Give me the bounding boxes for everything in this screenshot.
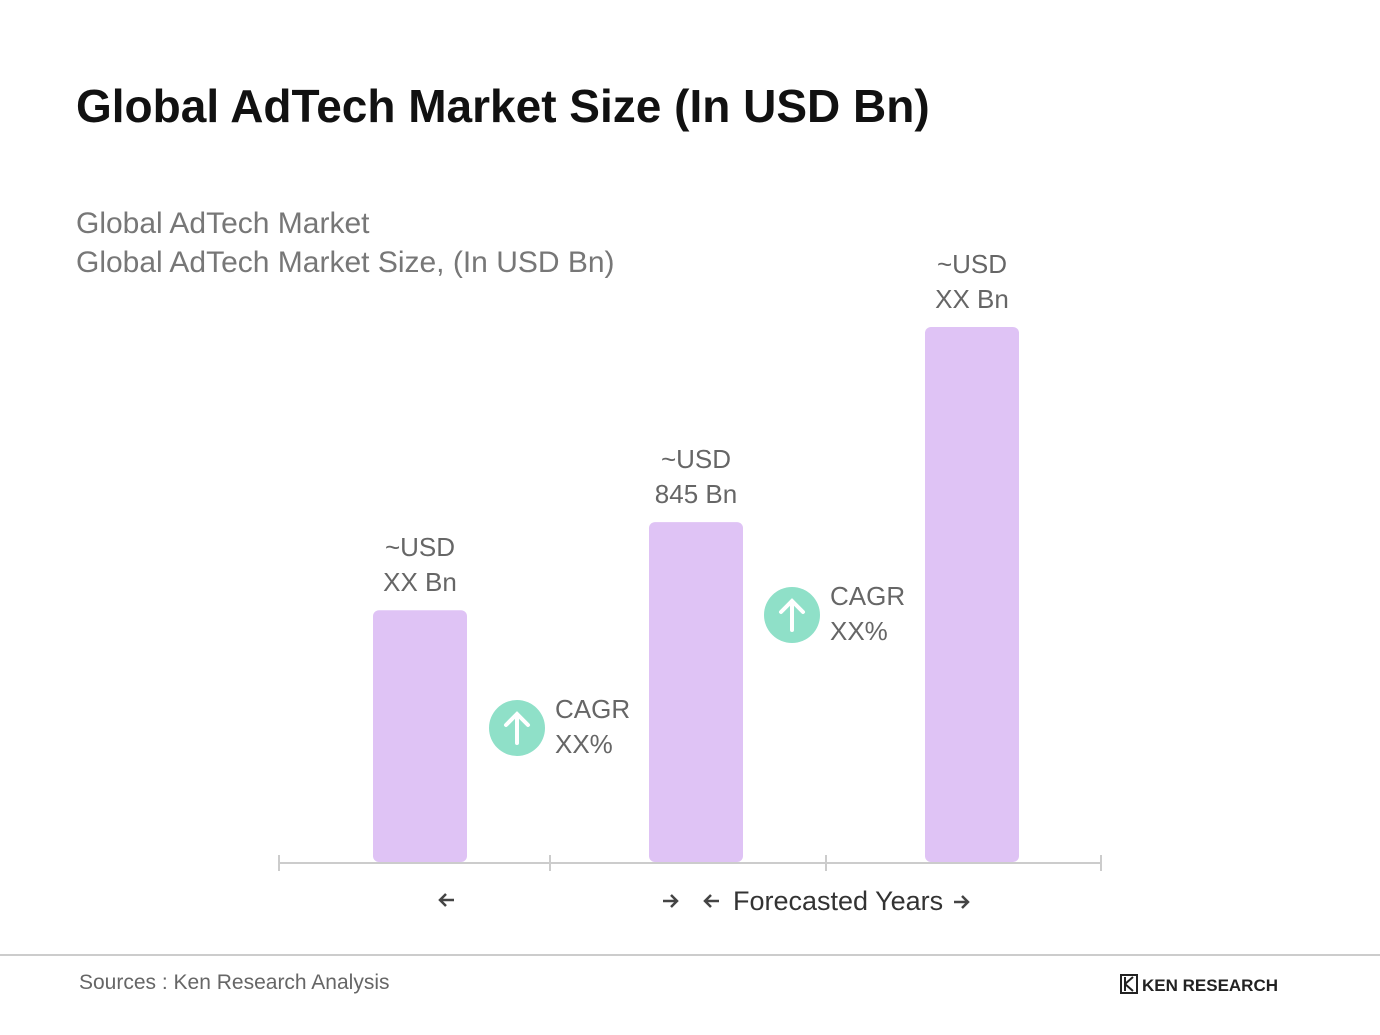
- value-label: ~USD XX Bn: [383, 532, 457, 598]
- subtitle: Global AdTech Market Size, (In USD Bn): [76, 246, 615, 279]
- brand: KEN RESEARCH: [1142, 976, 1278, 995]
- bar: [649, 522, 743, 862]
- arrows: [438, 893, 970, 909]
- cagr-label: CAGR XX%: [555, 694, 631, 759]
- cagr-arrow: [504, 711, 530, 745]
- bar: [925, 327, 1019, 862]
- subtitle: Global AdTech Market: [76, 207, 370, 240]
- chart-title: Global AdTech Market Size (In USD Bn): [76, 80, 930, 132]
- value-label: ~USD XX Bn: [935, 249, 1009, 314]
- logo: KEN RESEARCH: [1120, 974, 1278, 995]
- value-label: ~USD 845 Bn: [654, 444, 738, 510]
- cagr-arrow: [779, 598, 805, 632]
- cagr-label: CAGR XX%: [830, 581, 906, 646]
- bar: [373, 610, 467, 862]
- x-label: Forecasted Years: [733, 886, 943, 916]
- x-axis: [278, 855, 1102, 871]
- source: Sources : Ken Research Analysis: [79, 971, 390, 994]
